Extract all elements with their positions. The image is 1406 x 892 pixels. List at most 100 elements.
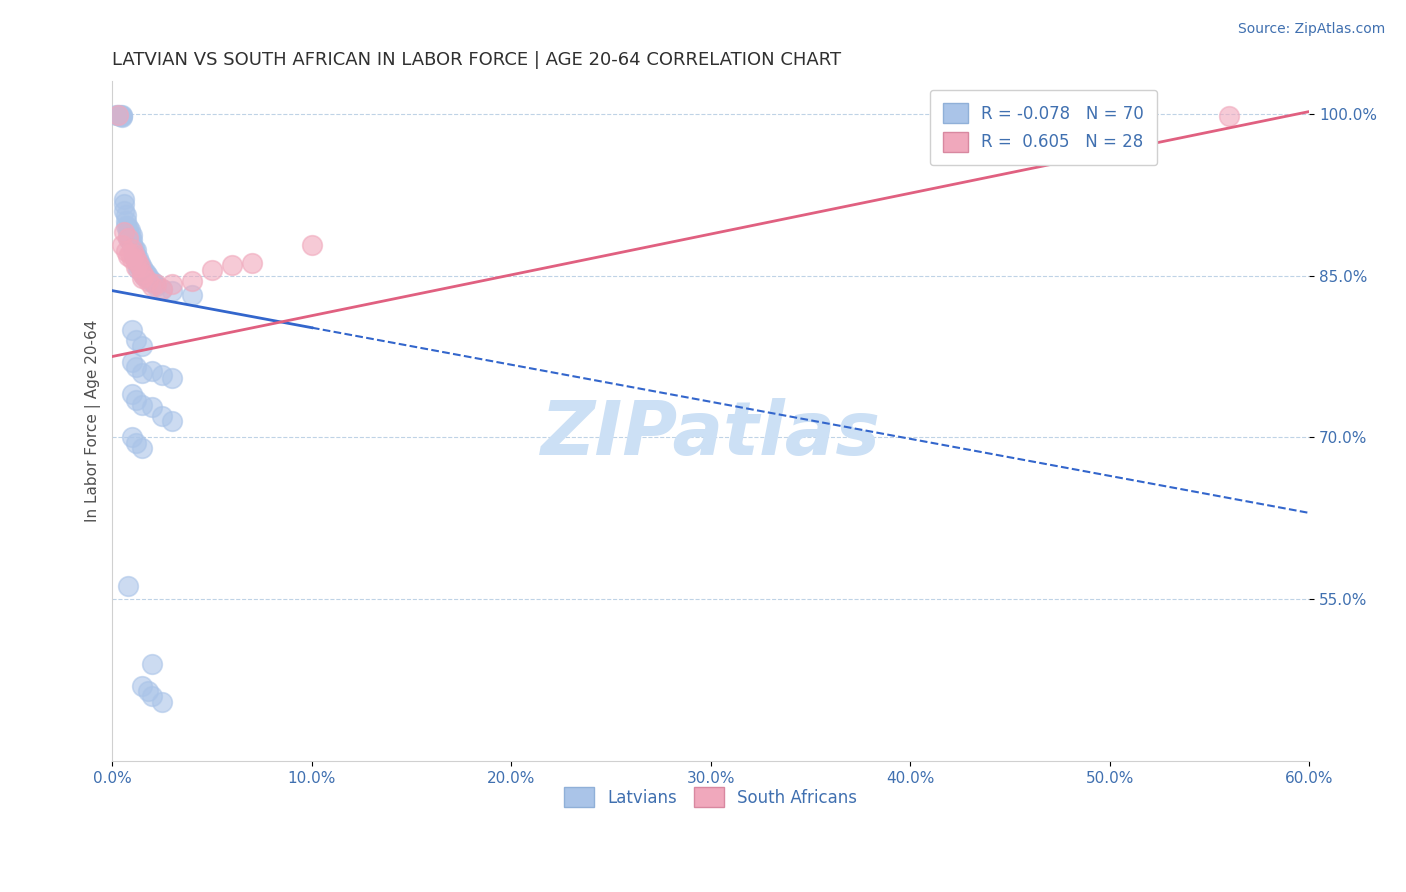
Point <box>120 247 142 261</box>
Point <box>139 273 162 287</box>
Point <box>141 274 163 288</box>
Point <box>111 238 134 252</box>
Point <box>117 249 139 263</box>
Point <box>141 690 163 704</box>
Point <box>162 277 184 292</box>
Point <box>135 266 157 280</box>
Point <box>121 355 143 369</box>
Point <box>125 248 148 262</box>
Y-axis label: In Labor Force | Age 20-64: In Labor Force | Age 20-64 <box>86 320 101 523</box>
Point <box>131 260 153 274</box>
Point <box>120 228 142 243</box>
Point <box>124 244 146 259</box>
Point <box>150 409 173 423</box>
Point <box>125 243 148 257</box>
Point <box>105 108 128 122</box>
Point <box>127 255 149 269</box>
Point <box>125 360 148 375</box>
Point <box>143 276 166 290</box>
Point <box>181 274 204 288</box>
Point <box>162 414 184 428</box>
Point <box>145 277 167 292</box>
Point <box>117 226 139 240</box>
Point <box>125 333 148 347</box>
Point <box>120 223 142 237</box>
Point <box>134 268 156 283</box>
Point <box>107 108 129 122</box>
Point <box>131 398 153 412</box>
Point <box>145 279 167 293</box>
Point <box>111 109 134 123</box>
Point <box>117 579 139 593</box>
Point <box>150 281 173 295</box>
Point <box>131 264 153 278</box>
Point <box>111 108 134 122</box>
Point <box>129 260 152 274</box>
Point <box>124 249 146 263</box>
Point <box>136 274 159 288</box>
Point <box>131 270 153 285</box>
Point <box>125 260 148 274</box>
Text: LATVIAN VS SOUTH AFRICAN IN LABOR FORCE | AGE 20-64 CORRELATION CHART: LATVIAN VS SOUTH AFRICAN IN LABOR FORCE … <box>112 51 842 69</box>
Point <box>112 203 135 218</box>
Point <box>201 263 224 277</box>
Point <box>120 234 142 248</box>
Point <box>125 253 148 268</box>
Point <box>121 430 143 444</box>
Point <box>110 109 132 123</box>
Point <box>141 279 163 293</box>
Point <box>115 244 138 258</box>
Point <box>131 266 153 280</box>
Point <box>131 441 153 455</box>
Point <box>115 208 138 222</box>
Point <box>162 371 184 385</box>
Point <box>121 233 143 247</box>
Point <box>141 363 163 377</box>
Point <box>134 264 156 278</box>
Point <box>115 219 138 233</box>
Point <box>121 387 143 401</box>
Point <box>131 679 153 693</box>
Text: Source: ZipAtlas.com: Source: ZipAtlas.com <box>1237 22 1385 37</box>
Point <box>125 392 148 407</box>
Point <box>134 268 156 283</box>
Point <box>131 339 153 353</box>
Point <box>121 242 143 256</box>
Point <box>162 284 184 298</box>
Point <box>121 227 143 242</box>
Point <box>127 252 149 266</box>
Legend: Latvians, South Africans: Latvians, South Africans <box>558 780 865 814</box>
Point <box>181 288 204 302</box>
Point <box>127 262 149 277</box>
Point <box>127 258 149 272</box>
Point <box>136 684 159 698</box>
Point <box>150 281 173 295</box>
Point <box>121 238 143 252</box>
Point <box>221 258 243 272</box>
Point <box>117 231 139 245</box>
Point <box>141 657 163 671</box>
Point <box>129 255 152 269</box>
Point <box>107 108 129 122</box>
Point <box>117 231 139 245</box>
Point <box>141 400 163 414</box>
Point <box>125 435 148 450</box>
Point <box>121 322 143 336</box>
Point <box>125 252 148 267</box>
Point <box>129 260 152 274</box>
Point <box>240 255 263 269</box>
Point <box>136 268 159 283</box>
Point <box>115 213 138 227</box>
Point <box>131 366 153 380</box>
Point <box>110 108 132 122</box>
Point <box>112 226 135 240</box>
Point <box>301 238 323 252</box>
Point <box>112 197 135 211</box>
Point <box>150 368 173 382</box>
Point <box>1218 109 1240 123</box>
Point <box>111 110 134 124</box>
Point <box>124 247 146 261</box>
Point <box>112 192 135 206</box>
Point <box>121 252 143 267</box>
Point <box>150 695 173 709</box>
